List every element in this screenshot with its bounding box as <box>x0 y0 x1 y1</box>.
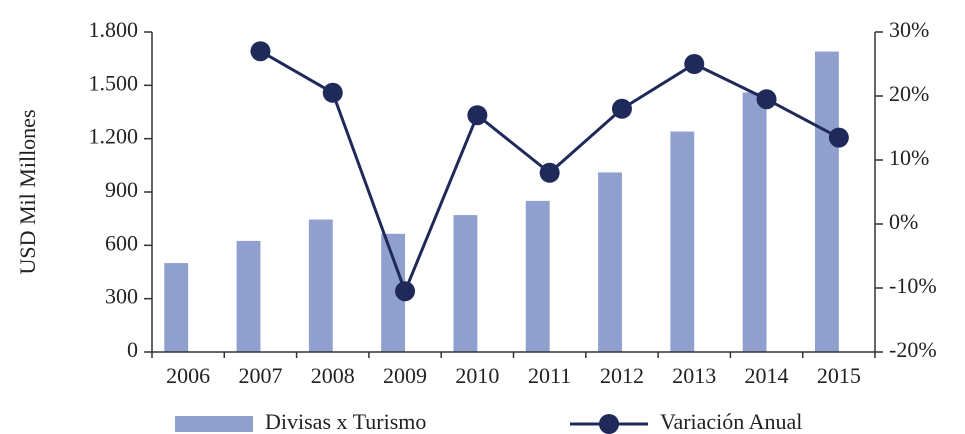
bar <box>308 219 333 352</box>
y-tick-label: 600 <box>105 230 138 255</box>
y-tick-label: 1.500 <box>89 70 139 95</box>
bar <box>236 240 261 352</box>
legend-label: Divisas x Turismo <box>265 409 426 434</box>
bar <box>814 51 839 353</box>
x-tick-label: 2010 <box>455 363 499 388</box>
legend-label: Variación Anual <box>660 409 802 434</box>
x-tick-label: 2007 <box>238 363 282 388</box>
x-tick-label: 2014 <box>745 363 789 388</box>
bar <box>164 263 189 352</box>
line-point <box>756 89 777 110</box>
bar <box>525 200 550 352</box>
x-tick-label: 2011 <box>528 363 571 388</box>
y2-tick-label: 20% <box>889 81 929 106</box>
line-point <box>322 82 343 103</box>
y2-tick-label: -20% <box>889 337 937 362</box>
line-point <box>250 41 271 62</box>
x-tick-label: 2015 <box>817 363 861 388</box>
y-tick-label: 900 <box>105 177 138 202</box>
line-point <box>611 98 632 119</box>
x-tick-label: 2009 <box>383 363 427 388</box>
y-tick-label: 1.800 <box>89 17 139 42</box>
bar <box>453 215 478 352</box>
x-tick-label: 2008 <box>311 363 355 388</box>
x-tick-label: 2012 <box>600 363 644 388</box>
line-point <box>828 127 849 148</box>
line-point <box>467 105 488 126</box>
line-point <box>395 281 416 302</box>
legend-swatch <box>599 414 619 434</box>
y2-tick-label: -10% <box>889 273 937 298</box>
bar <box>670 131 695 352</box>
line-point <box>539 162 560 183</box>
y2-tick-label: 30% <box>889 17 929 42</box>
legend-swatch <box>175 416 253 432</box>
y-tick-label: 300 <box>105 284 138 309</box>
bar <box>381 233 406 352</box>
y2-tick-label: 0% <box>889 209 918 234</box>
y-tick-label: 0 <box>127 337 138 362</box>
bar <box>598 172 622 352</box>
bar <box>742 92 767 352</box>
x-tick-label: 2013 <box>672 363 716 388</box>
y-axis-label: USD Mil Millones <box>15 109 40 274</box>
line-point <box>684 54 705 74</box>
y-tick-label: 1.200 <box>89 124 139 149</box>
x-tick-label: 2006 <box>166 363 210 388</box>
y2-tick-label: 10% <box>889 145 929 170</box>
